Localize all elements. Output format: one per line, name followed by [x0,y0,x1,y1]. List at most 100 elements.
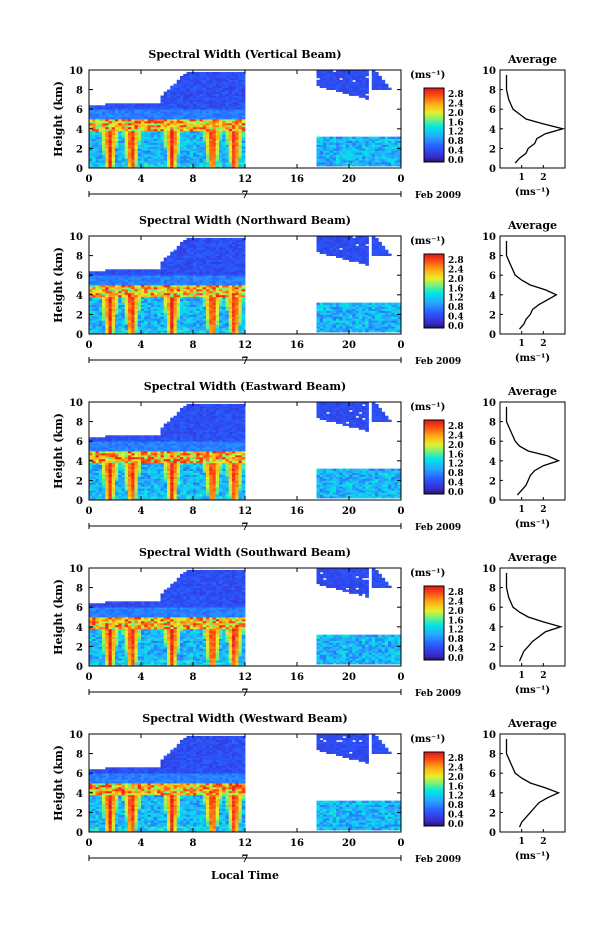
colorbar-segment [424,93,444,96]
heatmap-cell [215,83,220,87]
heatmap-cell [323,79,327,83]
heatmap-cell [183,290,187,294]
heatmap-cell [180,279,184,282]
heatmap-cell [105,162,109,165]
heatmap-cell [183,150,187,153]
heatmap-cell [238,269,243,272]
heatmap-cell [147,269,152,272]
heatmap-cell [222,160,226,163]
heatmap-cell [232,154,236,157]
heatmap-cell [362,70,366,73]
heatmap-cell [193,103,197,106]
heatmap-cell [124,279,129,282]
heatmap-cell [150,156,155,159]
heatmap-cell [241,119,246,122]
heatmap-cells [89,70,402,169]
heatmap-cell [219,166,223,169]
heatmap-cell [362,77,366,81]
heatmap-cell [381,83,386,87]
heatmap-cell [157,275,161,278]
heatmap-cell [121,126,126,130]
heatmap-cell [342,71,347,75]
heatmap-cell [124,290,129,294]
heatmap-cell [128,271,132,274]
heatmap-cell [92,132,96,136]
heatmap-cell [150,122,155,126]
heatmap-cell [241,269,246,272]
heatmap-cell [108,156,113,159]
heatmap-cell [183,126,187,130]
heatmap-cell [141,140,145,143]
heatmap-cell [193,81,197,85]
heatmap-cell [349,302,353,305]
heatmap-cell [222,150,226,153]
heatmap-cell [118,269,122,272]
heatmap-cell [238,259,243,262]
heatmap-cell [137,148,142,151]
heatmap-cell [147,310,152,313]
heatmap-cell [238,73,243,77]
heatmap-cell [225,283,230,286]
heatmap-cell [199,71,204,75]
heatmap-cell [115,324,119,327]
heatmap-cell [102,312,106,315]
heatmap-cell [235,286,239,290]
heatmap-cell [215,95,220,98]
heatmap-cell [235,269,239,272]
heatmap-cell [157,322,161,325]
heatmap-cell [199,158,204,161]
heatmap-cell [202,302,207,305]
heatmap-cell [365,91,369,94]
heatmap-cell [241,253,246,256]
heatmap-cell [368,160,373,163]
heatmap-cell [128,320,132,323]
heatmap-cell [199,77,204,81]
heatmap-cell [154,330,158,333]
heatmap-cell [358,310,363,313]
heatmap-cell [131,111,135,114]
heatmap-cell [189,99,194,102]
heatmap-cell [137,324,142,327]
heatmap-cell [124,314,129,317]
heatmap-cell [199,136,204,139]
heatmap-cell [186,285,191,288]
heatmap-cell [157,306,161,309]
heatmap-cell [98,166,103,169]
heatmap-cell [326,140,330,143]
heatmap-cell [189,126,194,130]
heatmap-cell [319,162,324,165]
heatmap-cell [222,263,226,266]
heatmap-cell [384,144,389,147]
heatmap-cell [219,308,223,311]
heatmap-cell [124,140,129,143]
heatmap-cell [323,318,327,321]
heatmap-cell [238,263,243,266]
heatmap-cell [111,166,116,169]
heatmap-cell [241,107,246,110]
heatmap-cell [173,150,178,153]
heatmap-cell [339,150,343,153]
heatmap-cell [118,312,122,315]
heatmap-cell [355,140,360,143]
heatmap-cell [167,150,171,153]
heatmap-cell [189,122,194,126]
heatmap-cell [212,120,217,124]
heatmap-cell [160,332,165,335]
heatmap-cell [241,239,246,243]
heatmap-cell [176,83,181,87]
heatmap-cell [186,115,191,118]
heatmap-cell [371,83,376,87]
heatmap-cell [358,304,363,307]
heatmap-cell [111,162,116,165]
heatmap-cell [108,271,113,274]
heatmap-cell [173,83,178,87]
heatmap-cell [193,328,197,331]
heatmap-cell [193,95,197,98]
heatmap-cell [186,117,191,120]
heatmap-cell [144,271,148,274]
colorbar-segment [424,110,444,113]
heatmap-cell [150,308,155,311]
heatmap-cell [332,320,337,323]
heatmap-cell [92,330,96,333]
heatmap-cell [222,239,226,243]
